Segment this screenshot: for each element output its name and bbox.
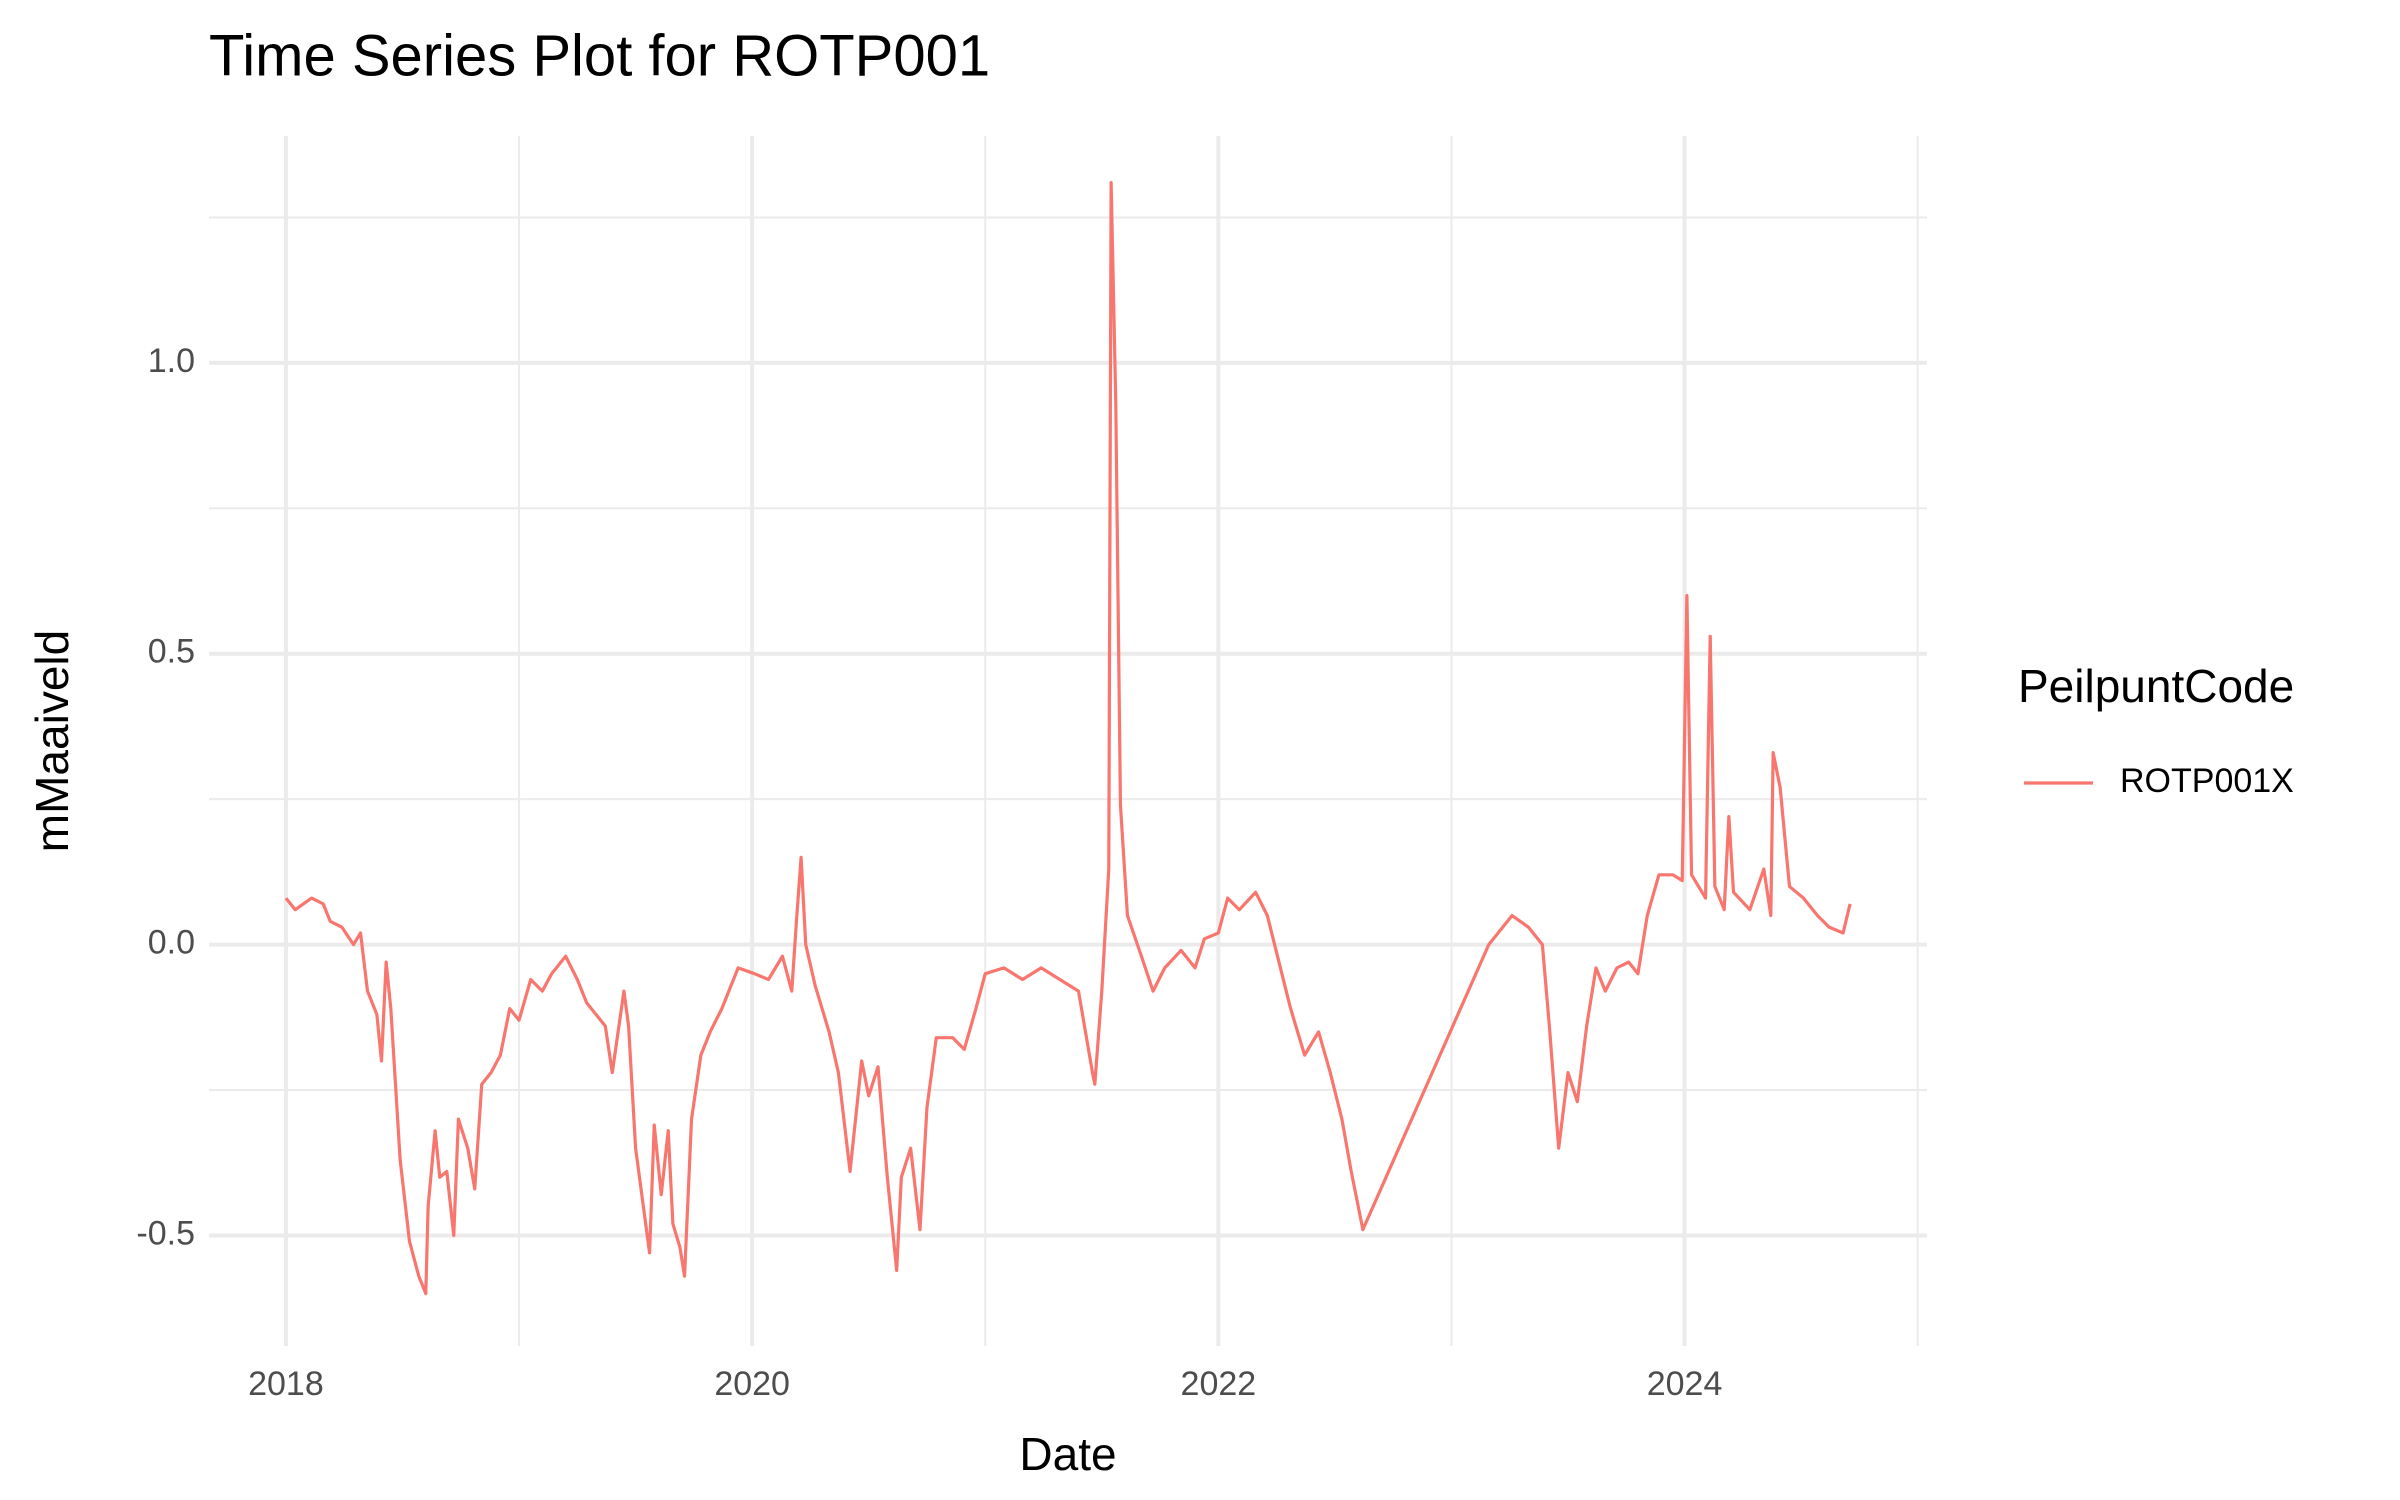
y-tick-label: 1.0 <box>148 342 195 380</box>
plot-area <box>284 180 1852 1296</box>
y-tick-label: 0.0 <box>148 924 195 962</box>
legend-label: ROTP001X <box>2120 762 2294 800</box>
y-tick-label: -0.5 <box>136 1214 195 1252</box>
chart-title: Time Series Plot for ROTP001 <box>209 23 990 88</box>
x-tick-label: 2024 <box>1647 1365 1723 1403</box>
x-axis-title: Date <box>1019 1428 1116 1480</box>
grid <box>209 136 1927 1346</box>
y-axis-title: mMaaiveld <box>26 630 78 852</box>
x-tick-label: 2018 <box>248 1365 324 1403</box>
series-line <box>284 180 1852 1296</box>
legend-title: PeilpuntCode <box>2018 660 2294 712</box>
x-tick-label: 2022 <box>1181 1365 1257 1403</box>
y-tick-label: 0.5 <box>148 633 195 671</box>
x-tick-label: 2020 <box>714 1365 790 1403</box>
